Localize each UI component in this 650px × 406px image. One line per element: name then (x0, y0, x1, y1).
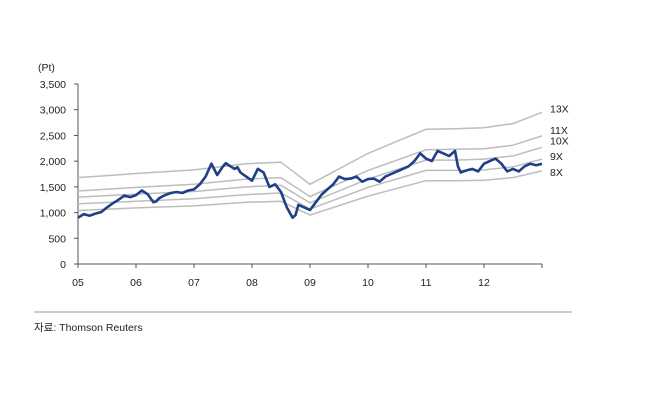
y-tick-label: 2,500 (40, 130, 66, 142)
y-tick-label: 1,500 (40, 182, 66, 194)
y-tick-label: 3,500 (40, 79, 66, 91)
y-tick-label: 3,000 (40, 105, 66, 117)
multiple-bands (77, 111, 543, 216)
x-axis: 05 06 07 08 09 10 11 12 (72, 263, 543, 289)
band-label-10x: 10X (550, 135, 569, 147)
x-tick-label: 07 (188, 277, 200, 289)
band-label-9x: 9X (550, 151, 563, 163)
x-tick-label: 11 (421, 277, 432, 289)
y-tick-label: 0 (60, 259, 66, 271)
x-tick-label: 09 (304, 277, 316, 289)
band-line-8x (77, 170, 543, 216)
y-tick-label: 2,000 (40, 156, 66, 168)
index-line (77, 149, 543, 219)
y-tick-label: 500 (48, 233, 66, 245)
band-line-11x (77, 135, 543, 198)
x-tick-label: 12 (478, 277, 490, 289)
band-label-13x: 13X (550, 103, 569, 115)
x-tick-label: 06 (130, 277, 142, 289)
source-note: 자료: Thomson Reuters (34, 322, 143, 334)
band-label-11x: 11X (550, 125, 568, 137)
x-tick-label: 08 (246, 277, 258, 289)
y-tick-label: 1,000 (40, 208, 66, 220)
band-line-13x (77, 111, 543, 186)
band-label-8x: 8X (550, 167, 563, 179)
y-axis: 0 500 1,000 1,500 2,000 2,500 3,000 3,500 (40, 79, 79, 271)
index-series (77, 149, 543, 219)
x-tick-label: 10 (362, 277, 374, 289)
y-unit-label: (Pt) (38, 62, 55, 74)
band-line-9x (77, 158, 543, 210)
x-tick-label: 05 (72, 277, 84, 289)
